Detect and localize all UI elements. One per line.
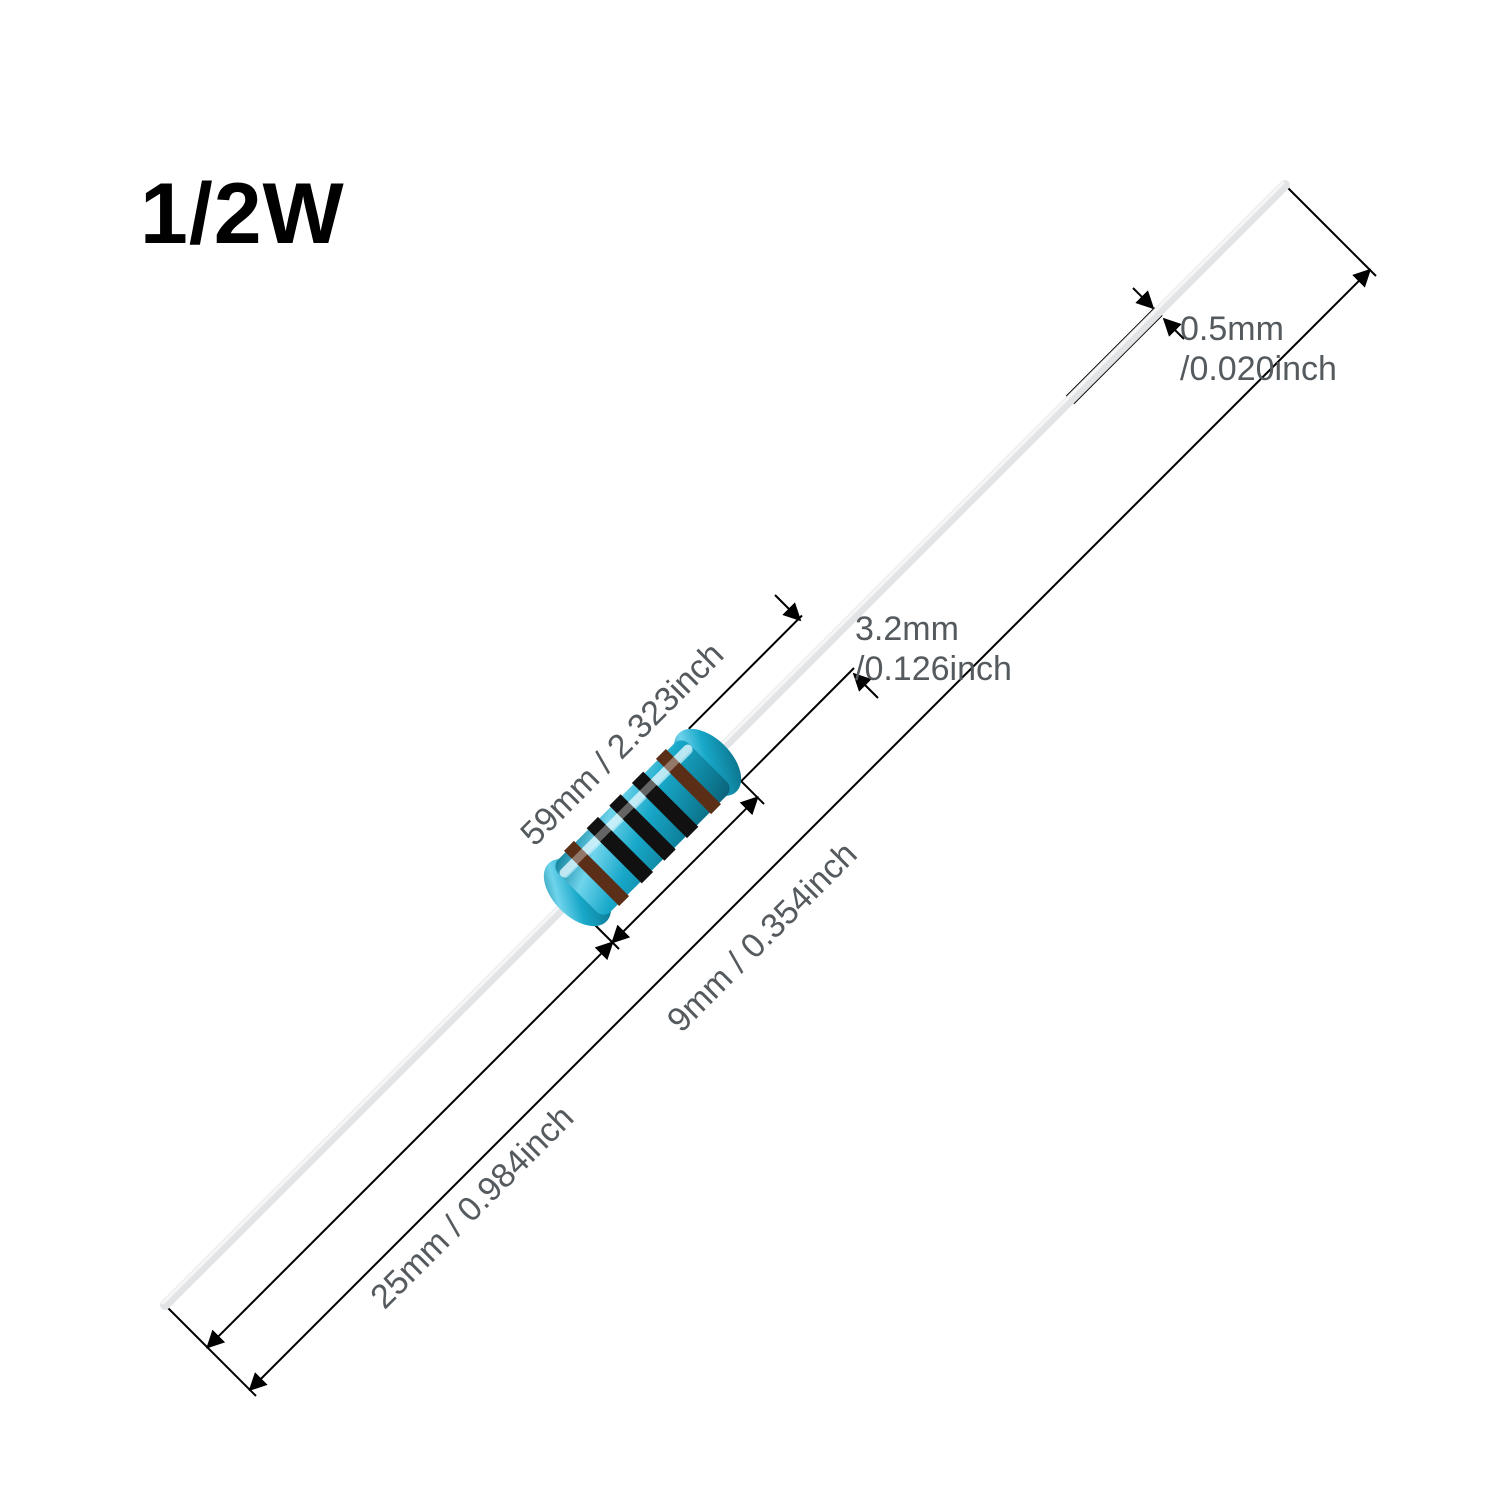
resistor-diagram-svg: 59mm / 2.323inch 25mm / 0.984inch 9mm / … — [0, 0, 1500, 1500]
dim-body-dia-arrow-top — [775, 595, 800, 620]
lead-wire-highlight — [163, 183, 1283, 1303]
dim-lead-dia-arrow-top — [1133, 288, 1153, 308]
resistor-component — [163, 183, 1285, 1305]
dim-lead-label: 25mm / 0.984inch — [363, 1098, 581, 1316]
diagram-stage: 1/2W — [0, 0, 1500, 1500]
dim-lead-dia-label-2: /0.020inch — [1180, 350, 1337, 388]
dimension-labels: 59mm / 2.323inch 25mm / 0.984inch 9mm / … — [363, 310, 1337, 1316]
dim-body-dia-label-1: 3.2mm — [855, 610, 959, 648]
dim-body-dia-label-2: /0.126inch — [855, 650, 1012, 688]
dim-overall-length-line — [250, 270, 1370, 1390]
dim-overall-ext-a — [165, 1305, 256, 1396]
dim-body-label: 9mm / 0.354inch — [660, 835, 865, 1040]
dim-body-dia-ext-bot — [741, 668, 854, 781]
lead-wire — [165, 185, 1285, 1305]
dim-overall-ext-b — [1285, 185, 1376, 276]
dim-lead-dia-label-1: 0.5mm — [1180, 310, 1284, 348]
